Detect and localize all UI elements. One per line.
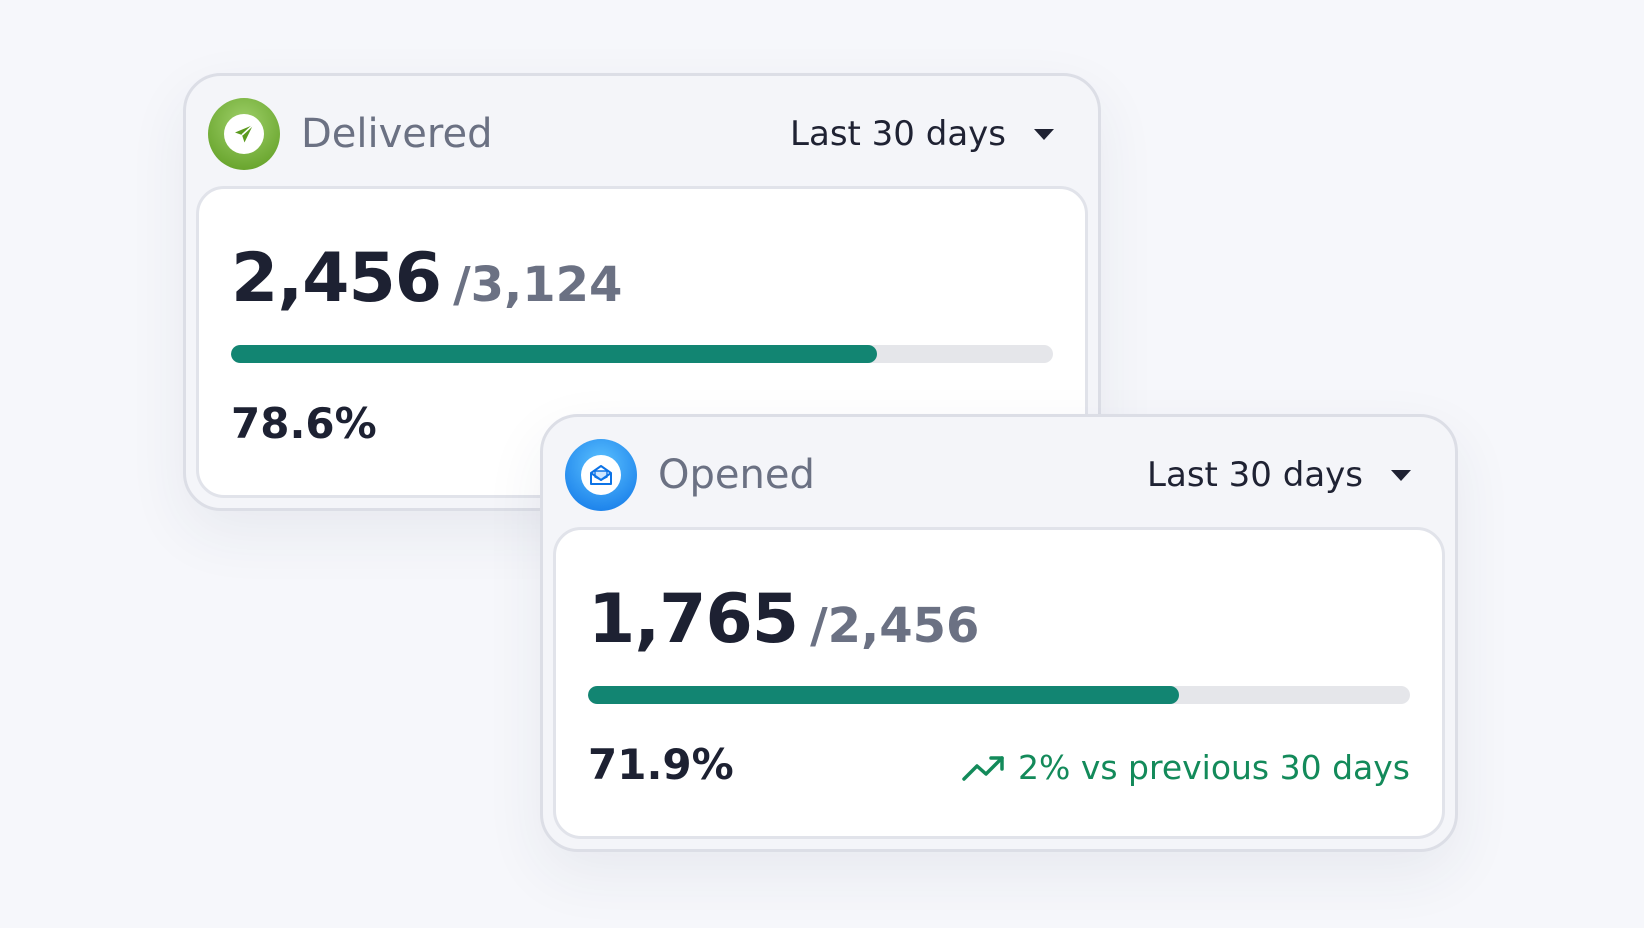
metric-values: 2,456 /3,124: [231, 239, 622, 318]
percent-label: 71.9%: [588, 740, 734, 789]
card-title: Delivered: [301, 111, 493, 157]
progress-bar: [231, 345, 1053, 363]
metric-total: /3,124: [453, 257, 623, 313]
opened-card: Opened Last 30 days 1,765 /2,456 71.9% 2…: [540, 414, 1458, 852]
trending-up-icon: [962, 755, 1004, 781]
date-range-label: Last 30 days: [790, 114, 1006, 154]
paper-plane-icon: [208, 98, 280, 170]
metric-value: 1,765: [588, 580, 799, 659]
caret-down-icon: [1391, 469, 1411, 481]
progress-bar: [588, 686, 1410, 704]
date-range-dropdown[interactable]: Last 30 days: [790, 108, 1054, 160]
caret-down-icon: [1034, 128, 1054, 140]
trend-label: 2% vs previous 30 days: [1017, 748, 1410, 787]
open-envelope-icon: [565, 439, 637, 511]
date-range-label: Last 30 days: [1147, 455, 1363, 495]
metric-panel: 1,765 /2,456 71.9% 2% vs previous 30 day…: [553, 527, 1445, 839]
date-range-dropdown[interactable]: Last 30 days: [1147, 449, 1411, 501]
percent-label: 78.6%: [231, 399, 377, 448]
progress-fill: [588, 686, 1180, 704]
trend-indicator: 2% vs previous 30 days: [962, 748, 1410, 787]
metric-value: 2,456: [231, 239, 442, 318]
metric-values: 1,765 /2,456: [588, 580, 979, 659]
progress-fill: [231, 345, 878, 363]
metric-total: /2,456: [810, 598, 980, 654]
card-title: Opened: [658, 452, 815, 498]
